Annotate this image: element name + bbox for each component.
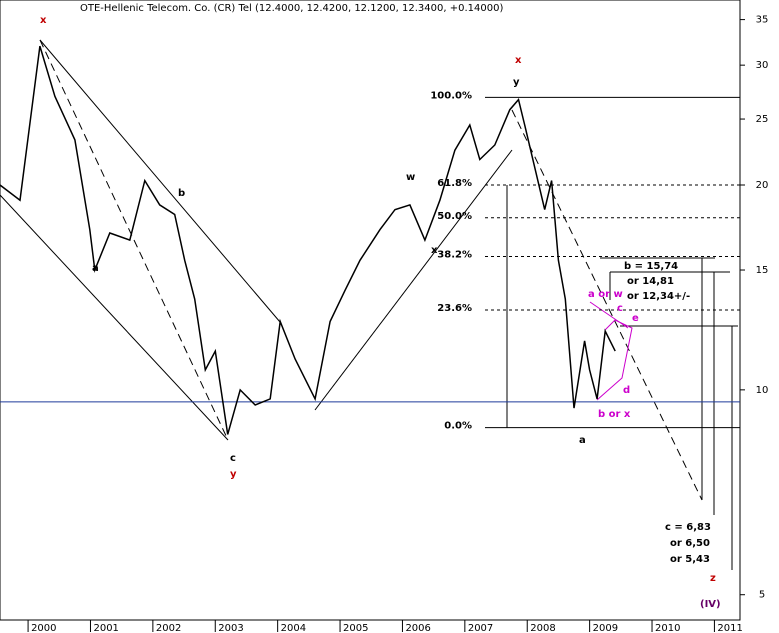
annotation: x — [431, 245, 438, 256]
annotation: b = 15,74 — [624, 261, 678, 272]
fib-label: 0.0% — [444, 421, 472, 432]
fib-label: 23.6% — [437, 303, 472, 314]
annotation: b — [178, 188, 185, 199]
fib-label: 38.2% — [437, 250, 472, 261]
price-line — [0, 45, 616, 435]
y-tick-label: 35 — [756, 15, 769, 26]
annotation: a — [92, 263, 99, 274]
annotation: x — [515, 55, 522, 66]
x-tick-label: 2003 — [218, 623, 243, 633]
annotation: c — [617, 303, 623, 314]
annotation: z — [710, 573, 716, 584]
x-tick-label: 2002 — [156, 623, 181, 633]
annotation: b or x — [598, 409, 631, 420]
x-tick-label: 2007 — [468, 623, 493, 633]
annotation: a or w — [588, 289, 623, 300]
annotation: y — [230, 469, 237, 480]
annotation: e — [632, 313, 639, 324]
chart-title: OTE-Hellenic Telecom. Co. (CR) Tel (12.4… — [80, 3, 503, 14]
magenta-wave — [589, 301, 633, 401]
annotation: w — [406, 172, 415, 183]
annotation: c = 6,83 — [665, 522, 711, 533]
annotation: or 14,81 — [627, 276, 674, 287]
x-tick-label: 2008 — [530, 623, 555, 633]
y-tick-label: 30 — [756, 60, 769, 71]
fib-label: 61.8% — [437, 178, 472, 189]
annotation: or 5,43 — [670, 554, 710, 565]
annotation: x — [40, 15, 47, 26]
x-tick-label: 2009 — [593, 623, 618, 633]
trend-lines — [0, 39, 738, 570]
x-tick-label: 2010 — [655, 623, 680, 633]
x-tick-label: 2011 — [717, 623, 742, 633]
annotation: or 12,34+/- — [627, 291, 690, 302]
y-tick-label: 20 — [756, 180, 769, 191]
annotation: d — [623, 385, 630, 396]
y-tick-label: 25 — [756, 114, 769, 125]
fib-label: 100.0% — [430, 90, 472, 101]
x-tick-label: 2001 — [93, 623, 118, 633]
y-tick-label: 5 — [759, 590, 765, 601]
annotation: y — [513, 77, 520, 88]
y-tick-label: 10 — [756, 385, 769, 396]
annotation: or 6,50 — [670, 538, 710, 549]
annotation: c — [230, 453, 236, 464]
fib-label: 50.0% — [437, 211, 472, 222]
x-tick-label: 2006 — [405, 623, 430, 633]
annotation: (IV) — [700, 599, 721, 610]
x-tick-label: 2005 — [343, 623, 368, 633]
plot-frame — [0, 0, 741, 621]
x-tick-label: 2000 — [31, 623, 56, 633]
x-tick-label: 2004 — [281, 623, 306, 633]
y-tick-label: 15 — [756, 265, 769, 276]
annotation: a — [579, 435, 586, 446]
